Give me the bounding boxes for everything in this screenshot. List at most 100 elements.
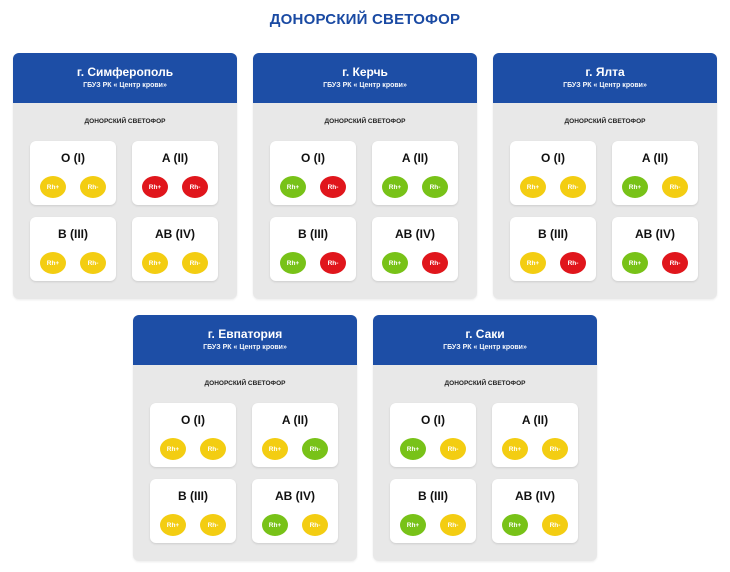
blood-group-a: A (II) Rh+ Rh- xyxy=(252,403,338,467)
rh-positive-indicator: Rh+ xyxy=(40,252,66,274)
blood-groups: O (I) Rh+ Rh- A (II) Rh+ Rh- B (III) Rh+… xyxy=(270,141,462,283)
rh-negative-indicator: Rh- xyxy=(302,514,328,536)
rh-positive-indicator: Rh+ xyxy=(382,176,408,198)
blood-group-o: O (I) Rh+ Rh- xyxy=(390,403,476,467)
blood-group-name: B (III) xyxy=(178,489,208,503)
blood-group-name: B (III) xyxy=(298,227,328,241)
org-name: ГБУЗ РК « Центр крови» xyxy=(203,344,287,351)
rh-positive-indicator: Rh+ xyxy=(262,514,288,536)
city-card-kerch: г. Керчь ГБУЗ РК « Центр крови» ДОНОРСКИ… xyxy=(253,53,477,299)
rh-positive-indicator: Rh+ xyxy=(622,176,648,198)
blood-group-name: O (I) xyxy=(61,151,85,165)
rh-negative-indicator: Rh- xyxy=(320,252,346,274)
rh-positive-indicator: Rh+ xyxy=(622,252,648,274)
blood-groups: O (I) Rh+ Rh- A (II) Rh+ Rh- B (III) Rh+… xyxy=(390,403,582,545)
city-card-evpatoria: г. Евпатория ГБУЗ РК « Центр крови» ДОНО… xyxy=(133,315,357,561)
rh-negative-indicator: Rh- xyxy=(542,438,568,460)
city-name: г. Евпатория xyxy=(207,327,283,341)
card-subtitle: ДОНОРСКИЙ СВЕТОФОР xyxy=(204,380,286,387)
rh-negative-indicator: Rh- xyxy=(80,176,106,198)
blood-group-a: A (II) Rh+ Rh- xyxy=(492,403,578,467)
blood-group-name: O (I) xyxy=(181,413,205,427)
rh-negative-indicator: Rh- xyxy=(200,438,226,460)
blood-group-name: A (II) xyxy=(401,151,429,165)
rh-positive-indicator: Rh+ xyxy=(400,514,426,536)
rh-positive-indicator: Rh+ xyxy=(160,514,186,536)
blood-group-b: B (III) Rh+ Rh- xyxy=(390,479,476,543)
blood-group-name: B (III) xyxy=(538,227,568,241)
rh-positive-indicator: Rh+ xyxy=(262,438,288,460)
rh-negative-indicator: Rh- xyxy=(542,514,568,536)
rh-negative-indicator: Rh- xyxy=(422,252,448,274)
card-header: г. Ялта ГБУЗ РК « Центр крови» xyxy=(493,53,717,103)
blood-group-name: B (III) xyxy=(58,227,88,241)
rh-positive-indicator: Rh+ xyxy=(520,176,546,198)
card-header: г. Керчь ГБУЗ РК « Центр крови» xyxy=(253,53,477,103)
blood-group-ab: AB (IV) Rh+ Rh- xyxy=(252,479,338,543)
blood-group-o: O (I) Rh+ Rh- xyxy=(150,403,236,467)
card-subtitle: ДОНОРСКИЙ СВЕТОФОР xyxy=(444,380,526,387)
blood-group-name: AB (IV) xyxy=(635,227,675,241)
blood-group-name: AB (IV) xyxy=(515,489,555,503)
blood-group-name: O (I) xyxy=(541,151,565,165)
blood-group-a: A (II) Rh+ Rh- xyxy=(132,141,218,205)
city-card-yalta: г. Ялта ГБУЗ РК « Центр крови» ДОНОРСКИЙ… xyxy=(493,53,717,299)
rh-negative-indicator: Rh- xyxy=(560,252,586,274)
blood-group-ab: AB (IV) Rh+ Rh- xyxy=(612,217,698,281)
blood-group-ab: AB (IV) Rh+ Rh- xyxy=(372,217,458,281)
blood-group-name: AB (IV) xyxy=(275,489,315,503)
rh-negative-indicator: Rh- xyxy=(80,252,106,274)
rh-positive-indicator: Rh+ xyxy=(400,438,426,460)
rh-positive-indicator: Rh+ xyxy=(160,438,186,460)
card-header: г. Саки ГБУЗ РК « Центр крови» xyxy=(373,315,597,365)
blood-group-name: A (II) xyxy=(161,151,189,165)
rh-positive-indicator: Rh+ xyxy=(142,252,168,274)
rh-positive-indicator: Rh+ xyxy=(40,176,66,198)
blood-groups: O (I) Rh+ Rh- A (II) Rh+ Rh- B (III) Rh+… xyxy=(150,403,342,545)
blood-groups: O (I) Rh+ Rh- A (II) Rh+ Rh- B (III) Rh+… xyxy=(510,141,702,283)
page-title: ДОНОРСКИЙ СВЕТОФОР xyxy=(269,11,461,28)
city-name: г. Керчь xyxy=(342,65,388,79)
blood-group-name: O (I) xyxy=(421,413,445,427)
card-header: г. Евпатория ГБУЗ РК « Центр крови» xyxy=(133,315,357,365)
city-card-saki: г. Саки ГБУЗ РК « Центр крови» ДОНОРСКИЙ… xyxy=(373,315,597,561)
org-name: ГБУЗ РК « Центр крови» xyxy=(563,82,647,89)
blood-group-name: O (I) xyxy=(301,151,325,165)
card-subtitle: ДОНОРСКИЙ СВЕТОФОР xyxy=(84,118,166,125)
city-card-simferopol: г. Симферополь ГБУЗ РК « Центр крови» ДО… xyxy=(13,53,237,299)
rh-positive-indicator: Rh+ xyxy=(520,252,546,274)
rh-negative-indicator: Rh- xyxy=(182,252,208,274)
blood-group-b: B (III) Rh+ Rh- xyxy=(150,479,236,543)
rh-positive-indicator: Rh+ xyxy=(382,252,408,274)
card-header: г. Симферополь ГБУЗ РК « Центр крови» xyxy=(13,53,237,103)
blood-group-o: O (I) Rh+ Rh- xyxy=(510,141,596,205)
rh-negative-indicator: Rh- xyxy=(302,438,328,460)
blood-group-name: AB (IV) xyxy=(155,227,195,241)
blood-group-name: A (II) xyxy=(281,413,309,427)
city-name: г. Ялта xyxy=(585,65,625,79)
rh-negative-indicator: Rh- xyxy=(662,252,688,274)
rh-negative-indicator: Rh- xyxy=(440,514,466,536)
blood-group-a: A (II) Rh+ Rh- xyxy=(612,141,698,205)
blood-group-name: A (II) xyxy=(641,151,669,165)
rh-positive-indicator: Rh+ xyxy=(502,438,528,460)
blood-group-name: AB (IV) xyxy=(395,227,435,241)
blood-group-ab: AB (IV) Rh+ Rh- xyxy=(132,217,218,281)
blood-group-a: A (II) Rh+ Rh- xyxy=(372,141,458,205)
rh-negative-indicator: Rh- xyxy=(200,514,226,536)
blood-group-o: O (I) Rh+ Rh- xyxy=(270,141,356,205)
rh-positive-indicator: Rh+ xyxy=(280,252,306,274)
blood-group-b: B (III) Rh+ Rh- xyxy=(510,217,596,281)
rh-positive-indicator: Rh+ xyxy=(142,176,168,198)
card-subtitle: ДОНОРСКИЙ СВЕТОФОР xyxy=(324,118,406,125)
blood-groups: O (I) Rh+ Rh- A (II) Rh+ Rh- B (III) Rh+… xyxy=(30,141,222,283)
city-name: г. Саки xyxy=(465,327,505,341)
org-name: ГБУЗ РК « Центр крови» xyxy=(443,344,527,351)
org-name: ГБУЗ РК « Центр крови» xyxy=(83,82,167,89)
blood-group-name: A (II) xyxy=(521,413,549,427)
rh-negative-indicator: Rh- xyxy=(182,176,208,198)
blood-group-name: B (III) xyxy=(418,489,448,503)
card-subtitle: ДОНОРСКИЙ СВЕТОФОР xyxy=(564,118,646,125)
rh-negative-indicator: Rh- xyxy=(560,176,586,198)
rh-negative-indicator: Rh- xyxy=(440,438,466,460)
